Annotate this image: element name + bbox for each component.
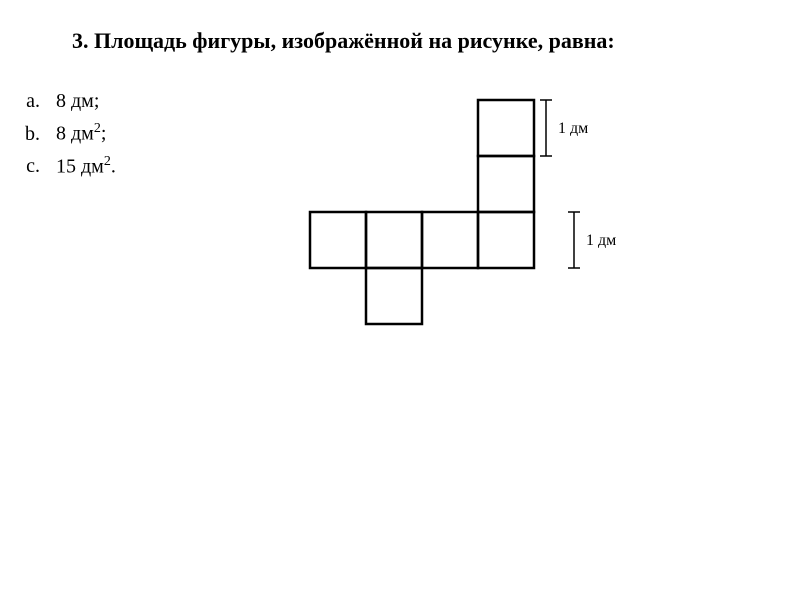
grid-cell bbox=[366, 268, 422, 324]
grid-cell bbox=[366, 212, 422, 268]
answer-text: 15 дм2. bbox=[56, 154, 116, 179]
answers-list: a. 8 дм; b. 8 дм2; c. 15 дм2. bbox=[8, 90, 116, 186]
answer-option: b. 8 дм2; bbox=[8, 121, 116, 146]
question-text: Площадь фигуры, изображённой на рисунке,… bbox=[94, 28, 615, 53]
answer-letter: c. bbox=[8, 155, 40, 178]
answer-option: c. 15 дм2. bbox=[8, 154, 116, 179]
grid-cell bbox=[422, 212, 478, 268]
dimension-label: 1 дм bbox=[558, 120, 588, 137]
answer-letter: b. bbox=[8, 123, 40, 146]
grid-cell bbox=[478, 156, 534, 212]
question-number: 3. bbox=[72, 28, 89, 53]
grid-cell bbox=[478, 100, 534, 156]
answer-letter: a. bbox=[8, 90, 40, 113]
dimension-label: 1 дм bbox=[586, 232, 616, 249]
figure-container: 1 дм 1 дм bbox=[280, 80, 680, 400]
question-title: 3. Площадь фигуры, изображённой на рисун… bbox=[72, 28, 615, 54]
grid-cell bbox=[310, 212, 366, 268]
answer-text: 8 дм; bbox=[56, 90, 99, 113]
answer-text: 8 дм2; bbox=[56, 121, 106, 146]
grid-cell bbox=[478, 212, 534, 268]
answer-option: a. 8 дм; bbox=[8, 90, 116, 113]
figure-svg: 1 дм 1 дм bbox=[280, 80, 680, 400]
